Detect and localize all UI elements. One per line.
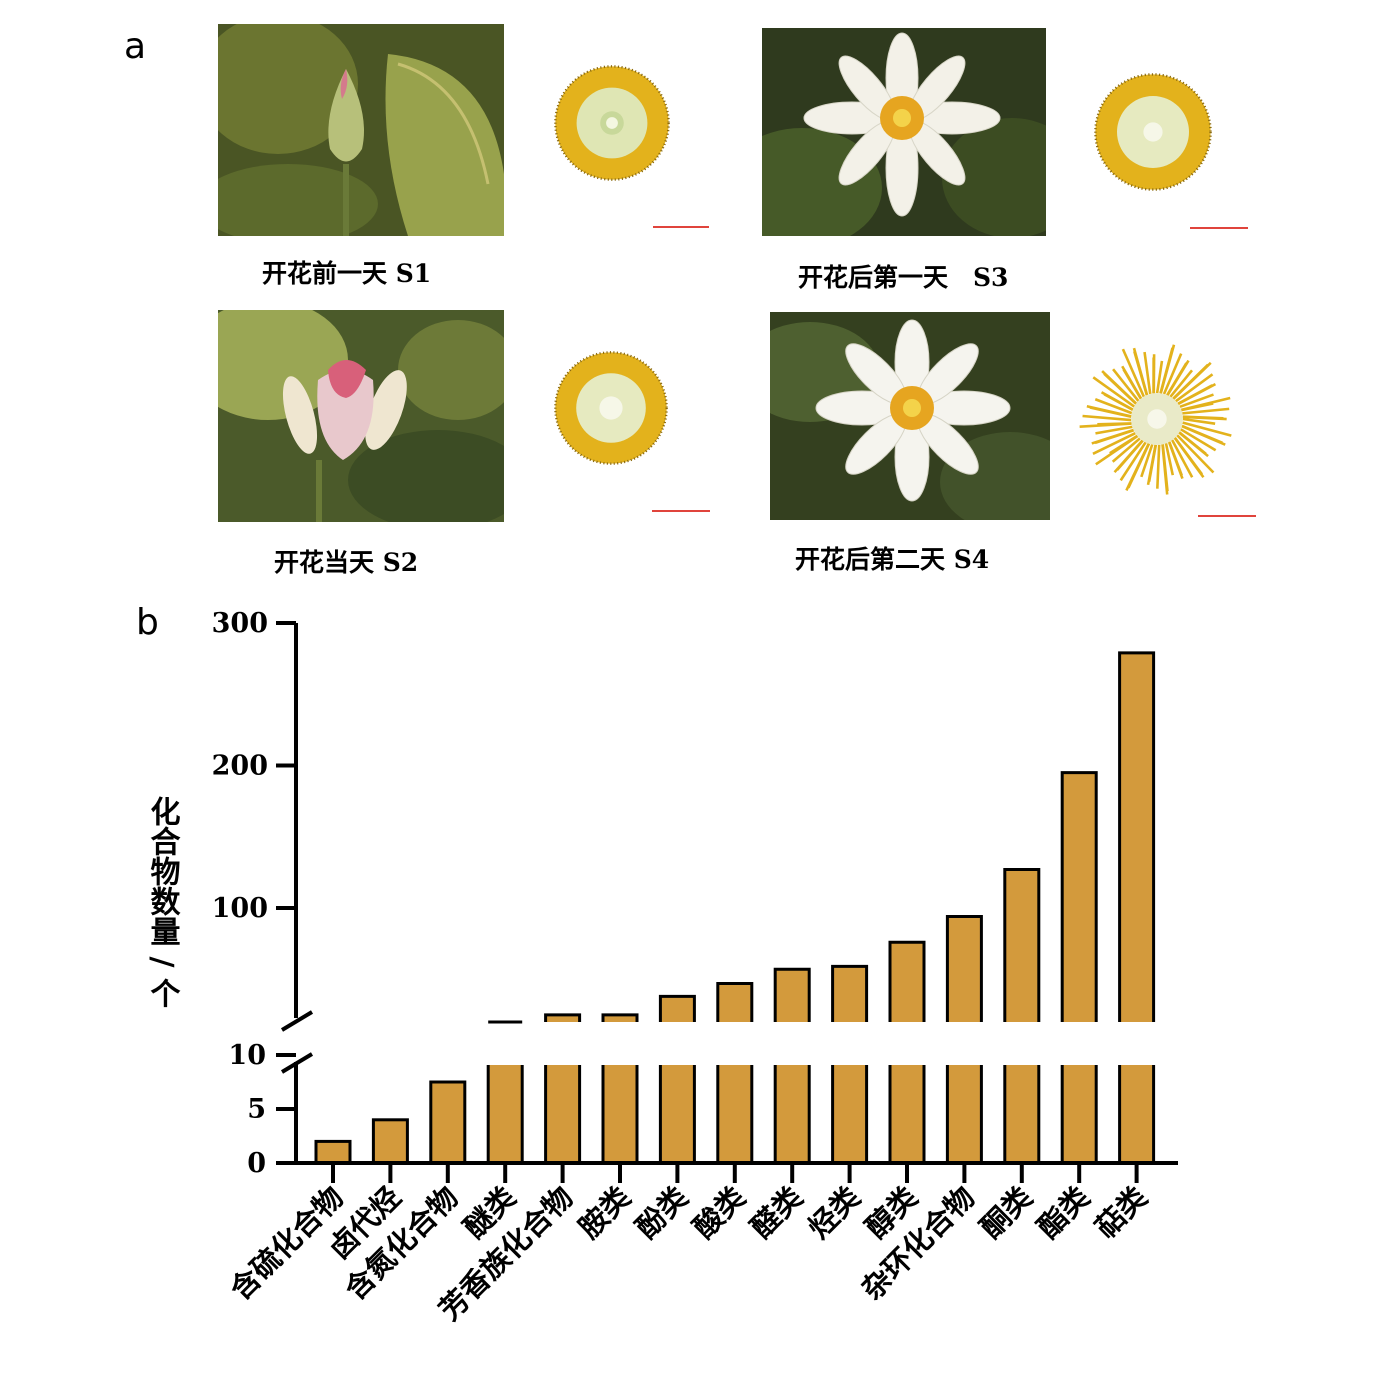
- y-tick-label: 0: [247, 1148, 266, 1179]
- bar-outline: [716, 982, 754, 1022]
- bar-upper-segment: [603, 1014, 637, 1022]
- stamen-spread-icon: [1072, 338, 1242, 500]
- axis-break-mark: [280, 1052, 314, 1074]
- stage-caption: 开花前一天 S1: [262, 259, 432, 288]
- bar-lower-segment: [545, 1065, 580, 1163]
- scale-bar: [653, 226, 709, 228]
- y-tick-label: 10: [228, 1040, 266, 1071]
- bar: [371, 1118, 409, 1165]
- lotus-bud-photo: [218, 24, 504, 236]
- bar-upper-segment: [1004, 869, 1039, 1022]
- y-axis-upper: [276, 621, 314, 1032]
- stamen-ring-icon: [553, 64, 671, 182]
- bar-upper-segment: [947, 916, 982, 1022]
- bar-lower-segment: [717, 1065, 752, 1163]
- x-tick-label: 醛类: [744, 1180, 809, 1245]
- x-tick-label: 胺类: [572, 1180, 637, 1245]
- scale-bar: [652, 510, 710, 512]
- panel-b-label: b: [136, 602, 159, 643]
- x-axis: [296, 1161, 1178, 1183]
- bar-lower-segment: [890, 1065, 924, 1163]
- bar-upper-segment: [890, 942, 924, 1022]
- stage-caption: 开花当天 S2: [274, 548, 419, 577]
- bar-lower-segment: [1004, 1065, 1039, 1163]
- y-tick-label: 200: [212, 751, 268, 782]
- bar-lower-segment: [660, 1065, 695, 1163]
- bar-outline: [1118, 651, 1156, 1022]
- y-tick-label: 5: [247, 1094, 266, 1125]
- white-lotus-open-photo: [762, 28, 1046, 236]
- stage-caption: 开花后第二天 S4: [795, 545, 990, 574]
- bar-lower-segment: [947, 1065, 982, 1163]
- stamen-ring-icon: [1090, 72, 1216, 192]
- scale-bar: [1190, 227, 1248, 229]
- bar-lower-segment: [775, 1065, 810, 1163]
- x-tick-label: 酚类: [629, 1180, 694, 1245]
- bar-outline: [601, 1013, 639, 1022]
- bar-lower-segment: [603, 1065, 637, 1163]
- y-axis-label: 化合物数量 / 个: [145, 796, 181, 1008]
- y-tick-label: 300: [212, 608, 268, 639]
- bar-upper-segment: [832, 966, 867, 1022]
- x-tick-label: 萜类: [1088, 1180, 1153, 1245]
- bar-outline: [888, 940, 926, 1022]
- bar-outline: [945, 915, 983, 1022]
- bar-lower-segment: [832, 1065, 867, 1163]
- stage-caption: 开花后第一天 S3: [798, 263, 1009, 292]
- bars: [314, 651, 1156, 1165]
- y-tick-label: 100: [212, 893, 268, 924]
- stamen-ring-icon: [552, 350, 670, 466]
- bar-upper-segment: [775, 969, 810, 1022]
- x-tick-label: 烃类: [801, 1180, 866, 1245]
- bar-upper-segment: [545, 1014, 580, 1022]
- bar-upper-segment: [1119, 652, 1154, 1022]
- bar: [314, 1139, 352, 1165]
- bar-upper-segment: [1062, 772, 1097, 1022]
- scale-bar: [1198, 515, 1256, 517]
- panel-a-label: a: [124, 26, 147, 67]
- bar: [429, 1080, 467, 1165]
- bar-lower-segment: [1119, 1065, 1154, 1163]
- bar-upper-segment: [660, 996, 695, 1022]
- bar-outline: [1060, 771, 1098, 1022]
- bar-outline: [658, 994, 696, 1022]
- x-tick-label: 酮类: [974, 1180, 1039, 1245]
- y-axis-lower: [276, 1052, 314, 1165]
- pink-lotus-half-open-photo: [218, 310, 504, 522]
- bar-outline: [544, 1013, 582, 1022]
- x-tick-label: 酯类: [1031, 1180, 1096, 1245]
- white-lotus-full-open-photo: [770, 312, 1050, 520]
- axis-break-mark: [280, 1010, 314, 1032]
- bar-lower-segment: [488, 1065, 523, 1163]
- bar-outline: [831, 964, 869, 1022]
- bar-lower-segment: [1062, 1065, 1097, 1163]
- x-tick-label: 酸类: [687, 1180, 752, 1245]
- bar-outline: [1003, 868, 1041, 1022]
- bar-outline: [773, 967, 811, 1022]
- bar-upper-segment: [717, 983, 752, 1022]
